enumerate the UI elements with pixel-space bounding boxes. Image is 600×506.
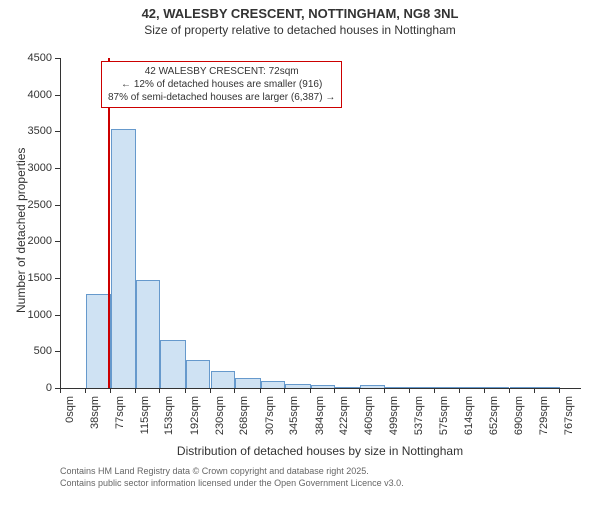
ytick-mark [55, 95, 60, 96]
xtick-mark [135, 388, 136, 393]
histogram-bar [136, 280, 161, 388]
histogram-bar [285, 384, 310, 388]
xtick-mark [459, 388, 460, 393]
ytick-label: 2000 [0, 235, 52, 247]
ytick-mark [55, 241, 60, 242]
ytick-label: 4500 [0, 52, 52, 64]
plot-area: 42 WALESBY CRESCENT: 72sqm← 12% of detac… [60, 58, 581, 389]
xtick-label: 192sqm [189, 396, 201, 446]
ytick-label: 2500 [0, 199, 52, 211]
xtick-label: 345sqm [288, 396, 300, 446]
ytick-mark [55, 58, 60, 59]
xtick-label: 153sqm [163, 396, 175, 446]
histogram-bar [435, 387, 460, 388]
xtick-label: 384sqm [314, 396, 326, 446]
footer-line-2: Contains public sector information licen… [60, 478, 404, 490]
ytick-label: 4000 [0, 89, 52, 101]
xtick-label: 652sqm [488, 396, 500, 446]
histogram-bar [460, 387, 485, 388]
xtick-label: 77sqm [114, 396, 126, 446]
xtick-mark [359, 388, 360, 393]
ytick-mark [55, 131, 60, 132]
annotation-line-3: 87% of semi-detached houses are larger (… [108, 91, 335, 104]
annotation-line-2: ← 12% of detached houses are smaller (91… [108, 78, 335, 91]
xtick-label: 268sqm [238, 396, 250, 446]
histogram-bar [510, 387, 535, 388]
histogram-bar [485, 387, 510, 388]
xtick-label: 115sqm [139, 396, 151, 446]
xtick-label: 614sqm [463, 396, 475, 446]
xtick-mark [284, 388, 285, 393]
xtick-mark [159, 388, 160, 393]
xtick-label: 729sqm [538, 396, 550, 446]
ytick-mark [55, 351, 60, 352]
xtick-label: 575sqm [438, 396, 450, 446]
ytick-label: 3500 [0, 125, 52, 137]
xtick-label: 690sqm [513, 396, 525, 446]
xtick-label: 537sqm [413, 396, 425, 446]
annotation-box: 42 WALESBY CRESCENT: 72sqm← 12% of detac… [101, 61, 342, 108]
histogram-bar [335, 387, 360, 388]
histogram-bar [385, 387, 410, 388]
histogram-bar [261, 381, 286, 388]
ytick-mark [55, 278, 60, 279]
xtick-mark [60, 388, 61, 393]
xtick-mark [434, 388, 435, 393]
histogram-bar [360, 385, 385, 388]
xtick-label: 230sqm [214, 396, 226, 446]
xtick-mark [509, 388, 510, 393]
histogram-bar [535, 387, 560, 388]
xtick-label: 0sqm [64, 396, 76, 446]
ytick-label: 1000 [0, 309, 52, 321]
xtick-mark [234, 388, 235, 393]
xtick-mark [260, 388, 261, 393]
xtick-mark [185, 388, 186, 393]
xtick-label: 307sqm [264, 396, 276, 446]
ytick-label: 3000 [0, 162, 52, 174]
ytick-mark [55, 205, 60, 206]
chart-subtitle: Size of property relative to detached ho… [0, 23, 600, 37]
xtick-mark [409, 388, 410, 393]
x-axis-label: Distribution of detached houses by size … [60, 444, 580, 458]
histogram-bar [235, 378, 260, 388]
xtick-mark [484, 388, 485, 393]
ytick-label: 0 [0, 382, 52, 394]
histogram-bar [111, 129, 136, 388]
ytick-label: 500 [0, 345, 52, 357]
ytick-mark [55, 168, 60, 169]
xtick-label: 767sqm [563, 396, 575, 446]
footer-attribution: Contains HM Land Registry data © Crown c… [60, 466, 404, 489]
xtick-mark [210, 388, 211, 393]
xtick-mark [334, 388, 335, 393]
histogram-bar [211, 371, 236, 388]
histogram-bar [160, 340, 185, 388]
xtick-mark [85, 388, 86, 393]
xtick-mark [310, 388, 311, 393]
chart-title: 42, WALESBY CRESCENT, NOTTINGHAM, NG8 3N… [0, 6, 600, 21]
xtick-mark [110, 388, 111, 393]
xtick-label: 38sqm [89, 396, 101, 446]
annotation-line-1: 42 WALESBY CRESCENT: 72sqm [108, 65, 335, 78]
histogram-bar [186, 360, 211, 388]
xtick-mark [559, 388, 560, 393]
xtick-mark [384, 388, 385, 393]
histogram-bar [410, 387, 435, 388]
chart-container: 42, WALESBY CRESCENT, NOTTINGHAM, NG8 3N… [0, 6, 600, 506]
footer-line-1: Contains HM Land Registry data © Crown c… [60, 466, 404, 478]
xtick-mark [534, 388, 535, 393]
xtick-label: 460sqm [363, 396, 375, 446]
xtick-label: 499sqm [388, 396, 400, 446]
ytick-label: 1500 [0, 272, 52, 284]
histogram-bar [311, 385, 336, 388]
ytick-mark [55, 315, 60, 316]
xtick-label: 422sqm [338, 396, 350, 446]
